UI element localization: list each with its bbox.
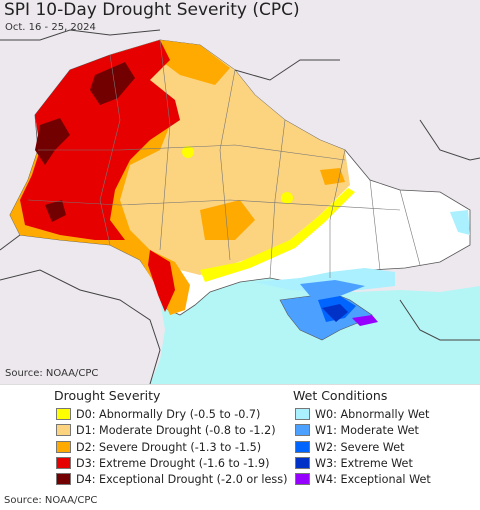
d1-swatch [56, 424, 71, 436]
legend-item-w2: W2: Severe Wet [295, 440, 404, 454]
drought-map: SPI 10-Day Drought Severity (CPC) Oct. 1… [0, 0, 480, 384]
w1-swatch [295, 424, 310, 436]
legend-item-d1: D1: Moderate Drought (-0.8 to -1.2) [56, 423, 276, 437]
d4-swatch [56, 473, 71, 485]
legend-divider [0, 384, 480, 385]
d2-label: D2: Severe Drought (-1.3 to -1.5) [76, 441, 261, 454]
legend-item-d0: D0: Abnormally Dry (-0.5 to -0.7) [56, 407, 260, 421]
w0-label: W0: Abnormally Wet [315, 408, 429, 421]
d0-spot-2 [281, 192, 293, 204]
legend-item-w1: W1: Moderate Wet [295, 423, 419, 437]
legend-item-w0: W0: Abnormally Wet [295, 407, 429, 421]
date-range: Oct. 16 - 25, 2024 [5, 22, 96, 33]
w3-swatch [295, 457, 310, 469]
d1-label: D1: Moderate Drought (-0.8 to -1.2) [76, 424, 276, 437]
w1-label: W1: Moderate Wet [315, 424, 419, 437]
legend: Drought Severity Wet Conditions D0: Abno… [0, 384, 480, 510]
map-source: Source: NOAA/CPC [5, 368, 98, 379]
d2-swatch [56, 441, 71, 453]
w4-swatch [295, 473, 310, 485]
wet-conditions-heading: Wet Conditions [293, 388, 387, 403]
d3-label: D3: Extreme Drought (-1.6 to -1.9) [76, 457, 269, 470]
d3-swatch [56, 457, 71, 469]
w2-swatch [295, 441, 310, 453]
footer-source: Source: NOAA/CPC [4, 495, 97, 506]
drought-severity-heading: Drought Severity [54, 388, 160, 403]
legend-item-d2: D2: Severe Drought (-1.3 to -1.5) [56, 440, 261, 454]
d0-spot [182, 146, 194, 158]
legend-item-w3: W3: Extreme Wet [295, 456, 413, 470]
legend-item-d4: D4: Exceptional Drought (-2.0 or less) [56, 472, 287, 486]
d0-label: D0: Abnormally Dry (-0.5 to -0.7) [76, 408, 260, 421]
map-canvas [0, 0, 480, 384]
map-title: SPI 10-Day Drought Severity (CPC) [4, 0, 300, 20]
w4-label: W4: Exceptional Wet [315, 473, 431, 486]
d4-label: D4: Exceptional Drought (-2.0 or less) [76, 473, 287, 486]
w3-label: W3: Extreme Wet [315, 457, 413, 470]
d0-swatch [56, 408, 71, 420]
legend-item-d3: D3: Extreme Drought (-1.6 to -1.9) [56, 456, 269, 470]
w2-label: W2: Severe Wet [315, 441, 404, 454]
legend-item-w4: W4: Exceptional Wet [295, 472, 431, 486]
w0-swatch [295, 408, 310, 420]
